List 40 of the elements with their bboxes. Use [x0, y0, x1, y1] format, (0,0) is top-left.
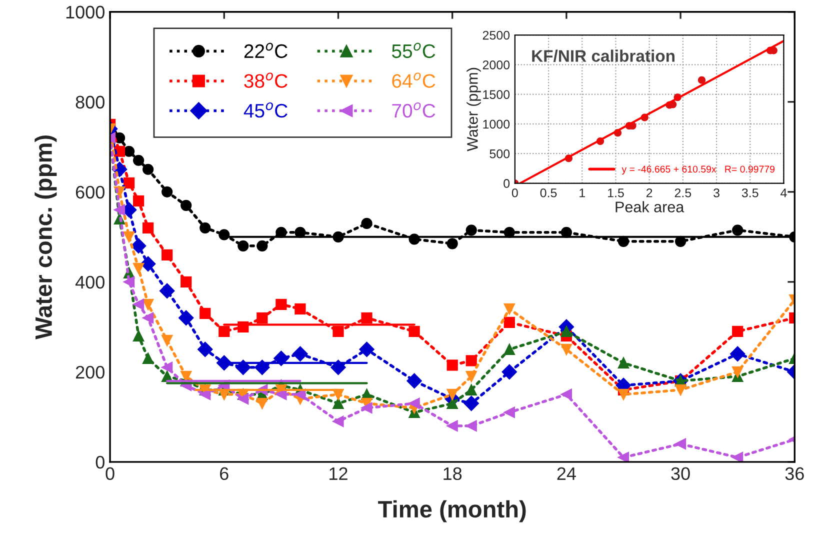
x-tick-label: 0.5	[540, 188, 557, 198]
y-axis-title: Water (ppm)	[466, 68, 481, 152]
x-tick-label: 3.5	[742, 188, 758, 198]
y-tick-label: 0	[504, 179, 510, 188]
x-tick-label: 0	[512, 188, 518, 198]
y-tick-label: 600	[76, 186, 104, 199]
y-tick-label: 1000	[66, 6, 104, 19]
x-tick-label: 1.5	[608, 188, 624, 198]
y-tick-label: 1500	[483, 90, 510, 99]
legend-label: 64$^{o}$C	[392, 72, 436, 88]
x-tick-label: 4	[780, 188, 787, 198]
y-axis-title: Water conc. (ppm)	[34, 136, 57, 340]
y-tick-label: 2000	[482, 60, 510, 70]
legend-label: 22$^{o}$C	[244, 42, 288, 58]
y-tick-label: 400	[75, 276, 104, 289]
legend-label: 70$^{o}$C	[392, 102, 436, 118]
y-tick-label: 2500	[482, 30, 510, 40]
x-tick-label: 1	[580, 188, 585, 198]
x-tick-label: 2	[646, 188, 652, 198]
legend-label: 45$^{o}$C	[244, 102, 288, 118]
y-tick-label: 500	[490, 149, 510, 158]
x-tick-label: 2.5	[674, 188, 692, 198]
x-tick-label: 0	[106, 467, 114, 480]
x-tick-label: 36	[785, 467, 804, 480]
y-tick-label: 0	[96, 456, 104, 469]
x-tick-label: 24	[557, 467, 576, 480]
x-axis-title: Time (month)	[378, 500, 526, 522]
x-tick-label: 18	[444, 467, 462, 480]
text: KF/NIR calibration	[532, 50, 674, 62]
x-tick-label: 30	[671, 467, 690, 480]
x-tick-label: 12	[330, 467, 348, 480]
y-tick-label: 1000	[483, 120, 510, 129]
legend-label: 55$^{o}$C	[392, 42, 436, 58]
y-tick-label: 800	[76, 96, 104, 109]
y-tick-label: 200	[76, 366, 104, 379]
legend-label: y = -46.665 + 610.59x R= 0.99779	[622, 166, 775, 175]
legend-label: 38$^{o}$C	[244, 72, 288, 88]
x-axis-title: Peak area	[616, 201, 684, 212]
x-tick-label: 6	[220, 467, 228, 480]
x-tick-label: 3	[714, 188, 720, 198]
